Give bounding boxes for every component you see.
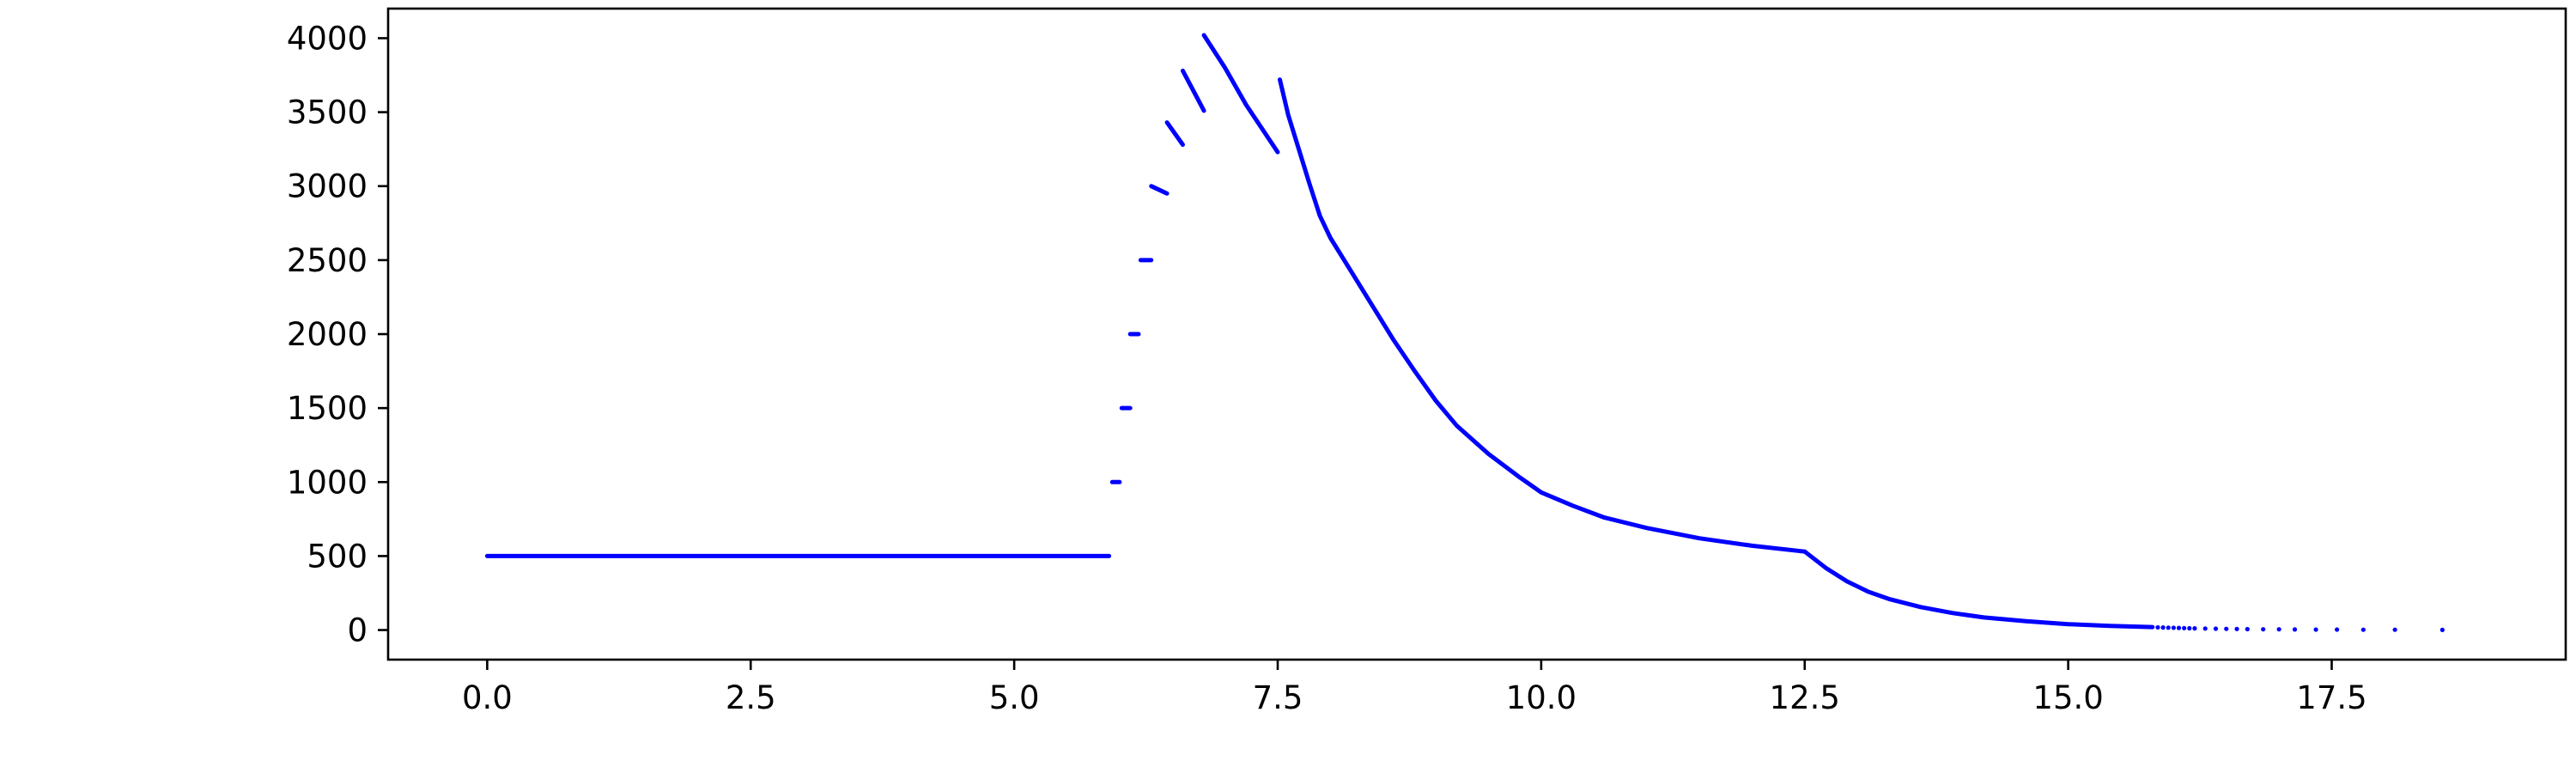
series-layer bbox=[484, 33, 2445, 632]
data-point bbox=[2192, 626, 2197, 631]
plot-area-frame bbox=[386, 7, 2567, 661]
x-tick-label: 12.5 bbox=[1770, 679, 1840, 716]
data-point bbox=[2313, 627, 2318, 632]
series-segment-5 bbox=[1149, 184, 1170, 196]
y-tick-label: 500 bbox=[307, 538, 368, 575]
y-tick-label: 2000 bbox=[287, 316, 368, 353]
y-tick-label: 1000 bbox=[287, 464, 368, 501]
x-tick-label: 15.0 bbox=[2032, 679, 2103, 716]
y-tick-label: 1500 bbox=[287, 390, 368, 427]
data-point bbox=[2292, 627, 2298, 632]
data-point bbox=[2176, 625, 2182, 630]
x-tick-label: 10.0 bbox=[1506, 679, 1577, 716]
data-point bbox=[2335, 627, 2340, 632]
y-tick-label: 4000 bbox=[287, 20, 368, 57]
data-point bbox=[2202, 626, 2208, 631]
series-segment-7 bbox=[1181, 68, 1206, 113]
data-point bbox=[2234, 626, 2239, 631]
y-tick-label: 0 bbox=[347, 612, 368, 649]
x-axis: 0.0 2.5 5.0 7.5 10.0 12.5 15.0 17.5 bbox=[462, 660, 2367, 716]
series-segment-10 bbox=[1802, 549, 2155, 630]
data-point bbox=[2439, 627, 2445, 632]
data-point bbox=[2182, 625, 2187, 630]
series-segment-8 bbox=[1201, 33, 1280, 155]
data-point bbox=[2213, 626, 2219, 631]
y-tick-label: 3000 bbox=[287, 168, 368, 205]
data-point bbox=[2276, 627, 2281, 632]
x-tick-label: 2.5 bbox=[726, 679, 776, 716]
x-tick-label: 0.0 bbox=[462, 679, 513, 716]
y-tick-label: 3500 bbox=[287, 94, 368, 131]
x-tick-label: 17.5 bbox=[2296, 679, 2366, 716]
data-point bbox=[2360, 627, 2366, 632]
y-tick-label: 2500 bbox=[287, 242, 368, 279]
data-point bbox=[2224, 626, 2229, 631]
data-point bbox=[2187, 625, 2192, 631]
data-point bbox=[2155, 624, 2160, 630]
x-tick-label: 7.5 bbox=[1253, 679, 1303, 716]
series-segment-9 bbox=[1278, 77, 1807, 554]
data-point bbox=[2392, 627, 2397, 632]
data-point bbox=[2261, 627, 2266, 632]
data-point bbox=[2160, 625, 2166, 630]
y-axis: 0 500 1000 1500 2000 2500 3000 3500 4000 bbox=[287, 20, 388, 649]
x-tick-label: 5.0 bbox=[989, 679, 1040, 716]
data-point bbox=[2245, 626, 2250, 632]
data-point bbox=[2171, 625, 2176, 630]
data-point bbox=[2166, 625, 2171, 630]
series-segment-6 bbox=[1164, 120, 1185, 147]
